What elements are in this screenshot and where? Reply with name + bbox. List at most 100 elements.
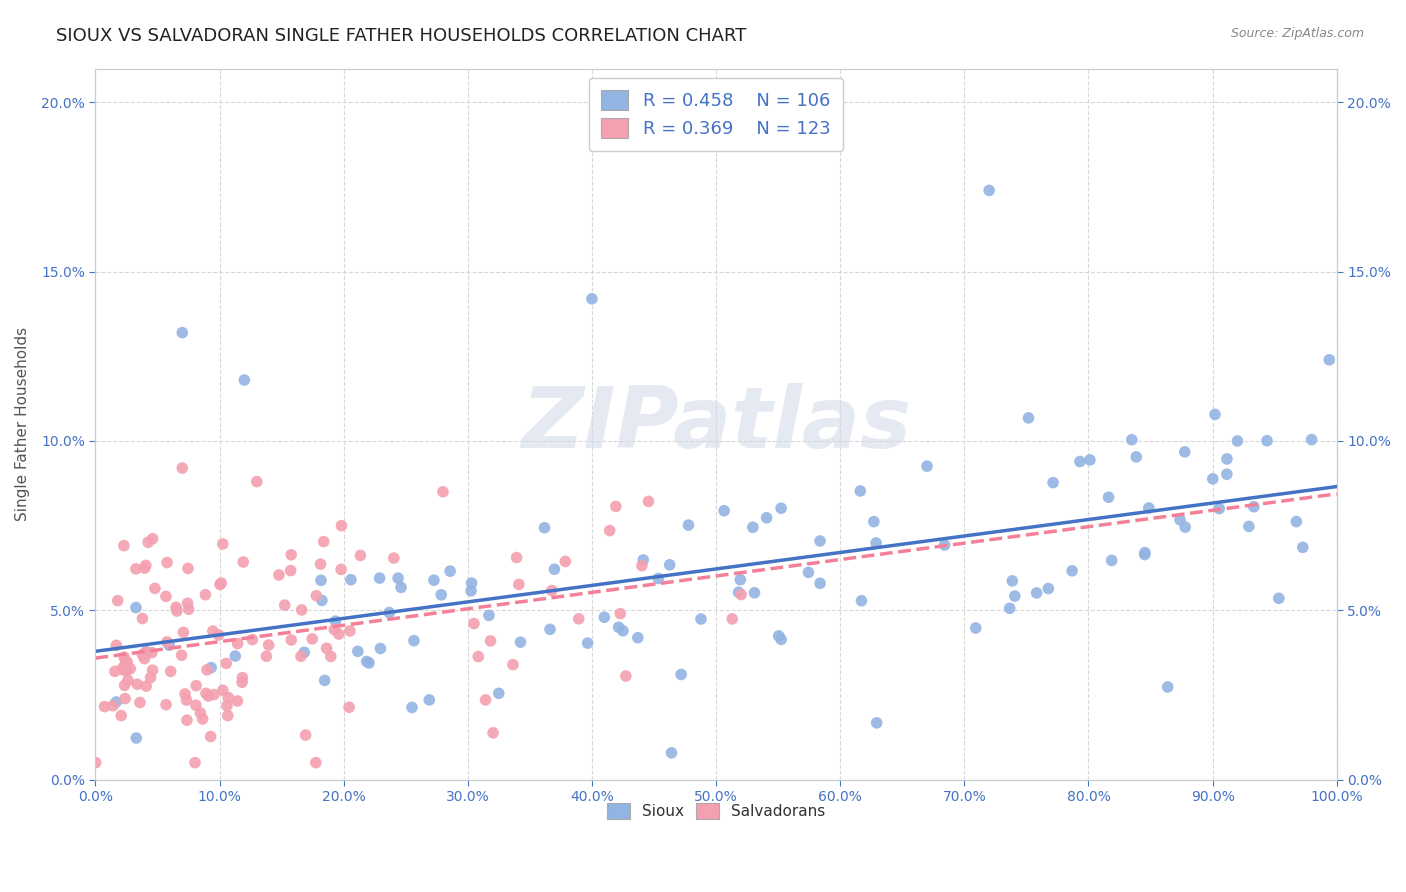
Point	[851, 593, 873, 607]
Point	[1256, 434, 1278, 448]
Point	[1018, 410, 1040, 425]
Point	[866, 715, 889, 730]
Point	[314, 673, 336, 688]
Point	[195, 663, 218, 677]
Point	[401, 700, 423, 714]
Point	[139, 671, 162, 685]
Point	[509, 635, 531, 649]
Point	[721, 612, 744, 626]
Point	[176, 693, 198, 707]
Point	[479, 634, 502, 648]
Point	[240, 632, 263, 647]
Point	[125, 600, 148, 615]
Point	[217, 690, 239, 705]
Point	[849, 483, 872, 498]
Point	[290, 649, 312, 664]
Point	[1174, 445, 1197, 459]
Point	[581, 292, 603, 306]
Point	[172, 625, 194, 640]
Point	[294, 728, 316, 742]
Point	[382, 551, 405, 566]
Point	[280, 548, 302, 562]
Point	[612, 624, 634, 638]
Point	[176, 596, 198, 610]
Point	[755, 510, 778, 524]
Point	[201, 624, 224, 638]
Y-axis label: Single Father Households: Single Father Households	[15, 327, 30, 521]
Point	[387, 571, 409, 585]
Point	[135, 645, 157, 659]
Point	[430, 588, 453, 602]
Point	[165, 600, 187, 615]
Point	[1097, 490, 1119, 504]
Point	[482, 726, 505, 740]
Point	[661, 746, 683, 760]
Point	[155, 698, 177, 712]
Point	[104, 665, 127, 679]
Point	[631, 558, 654, 573]
Point	[226, 694, 249, 708]
Point	[257, 638, 280, 652]
Point	[134, 651, 156, 665]
Point	[224, 648, 246, 663]
Point	[114, 678, 136, 692]
Point	[402, 633, 425, 648]
Point	[280, 564, 302, 578]
Point	[1226, 434, 1249, 448]
Point	[502, 657, 524, 672]
Point	[340, 573, 363, 587]
Point	[120, 662, 142, 676]
Point	[127, 677, 149, 691]
Point	[965, 621, 987, 635]
Point	[713, 504, 735, 518]
Point	[1156, 680, 1178, 694]
Point	[93, 699, 115, 714]
Point	[186, 679, 208, 693]
Point	[1133, 546, 1156, 560]
Point	[1243, 500, 1265, 514]
Point	[607, 620, 630, 634]
Point	[614, 669, 637, 683]
Point	[1301, 433, 1323, 447]
Point	[1168, 513, 1191, 527]
Point	[301, 632, 323, 646]
Point	[280, 632, 302, 647]
Point	[312, 534, 335, 549]
Point	[467, 649, 489, 664]
Point	[114, 691, 136, 706]
Point	[292, 645, 315, 659]
Point	[215, 698, 238, 713]
Point	[460, 583, 482, 598]
Point	[1317, 352, 1340, 367]
Point	[323, 623, 346, 637]
Point	[319, 649, 342, 664]
Point	[125, 562, 148, 576]
Text: SIOUX VS SALVADORAN SINGLE FATHER HOUSEHOLDS CORRELATION CHART: SIOUX VS SALVADORAN SINGLE FATHER HOUSEH…	[56, 27, 747, 45]
Point	[1062, 564, 1084, 578]
Point	[863, 515, 886, 529]
Point	[439, 564, 461, 578]
Point	[172, 461, 194, 475]
Point	[232, 555, 254, 569]
Point	[368, 571, 391, 585]
Point	[176, 713, 198, 727]
Point	[1078, 453, 1101, 467]
Point	[117, 673, 139, 688]
Point	[1137, 501, 1160, 516]
Point	[135, 645, 157, 659]
Point	[209, 576, 232, 591]
Point	[637, 494, 659, 508]
Point	[768, 629, 790, 643]
Point	[460, 576, 482, 591]
Point	[84, 756, 107, 770]
Point	[177, 561, 200, 575]
Point	[593, 610, 616, 624]
Point	[627, 631, 650, 645]
Point	[190, 706, 212, 720]
Point	[370, 641, 392, 656]
Point	[328, 627, 350, 641]
Point	[1237, 519, 1260, 533]
Point	[142, 532, 165, 546]
Point	[1285, 515, 1308, 529]
Point	[658, 558, 681, 572]
